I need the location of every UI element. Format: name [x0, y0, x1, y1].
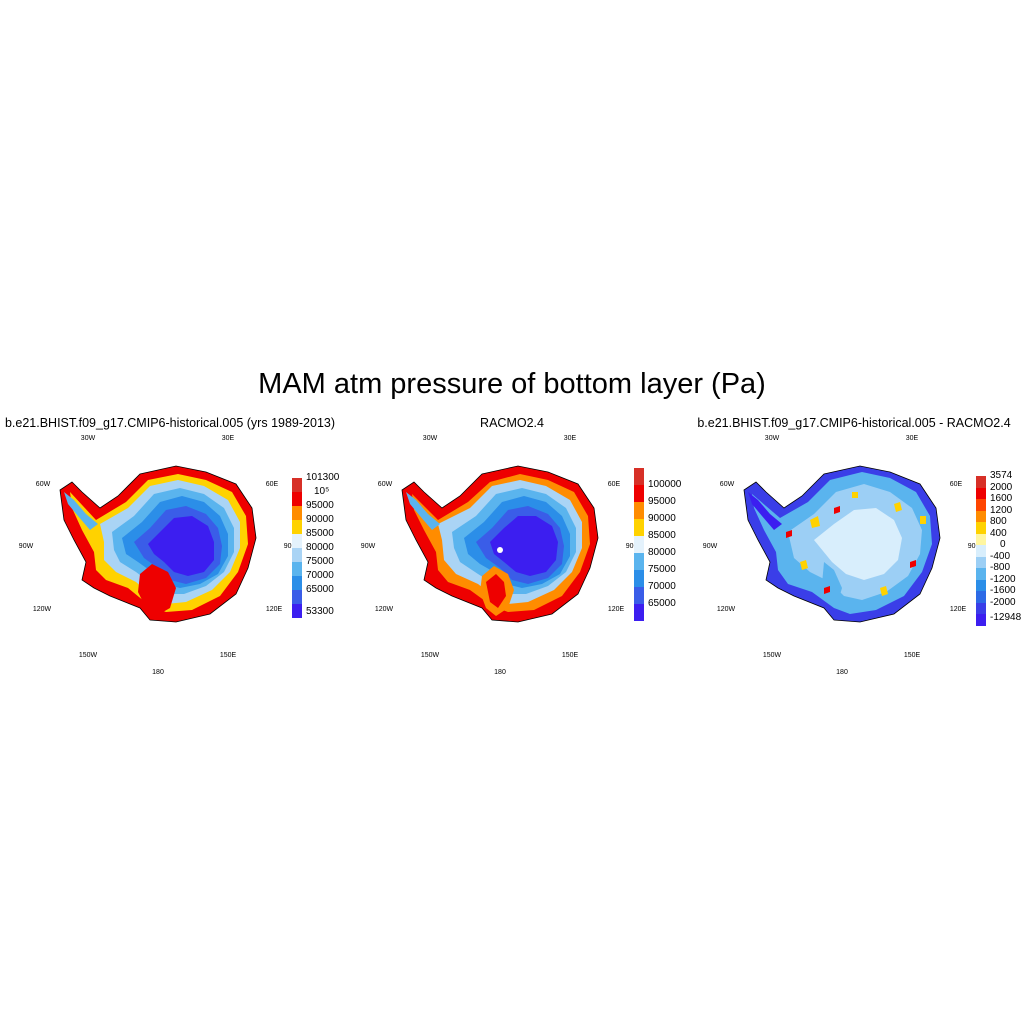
- coastline: [59, 465, 257, 623]
- colorbar-label: 0: [1000, 539, 1006, 550]
- lon-label-180: 180: [152, 669, 164, 676]
- figure-title: MAM atm pressure of bottom layer (Pa): [258, 368, 766, 400]
- map-shading: [60, 466, 256, 622]
- map-shading: [744, 466, 940, 622]
- colorbar-label: 10⁵: [314, 486, 330, 497]
- lon-label-90e: 90E: [626, 543, 639, 550]
- lon-label-60e: 60E: [950, 481, 963, 488]
- lon-label-150w: 150W: [421, 652, 440, 659]
- colorbar-label: 70000: [306, 570, 334, 581]
- lon-label-90e: 90E: [284, 543, 297, 550]
- colorbar-label: -1200: [990, 574, 1016, 585]
- panel-title: RACMO2.4: [480, 416, 544, 430]
- lon-label-60e: 60E: [608, 481, 621, 488]
- lon-label-60w: 60W: [36, 481, 51, 488]
- lon-label-150w: 150W: [763, 652, 782, 659]
- lon-label-180: 180: [836, 669, 848, 676]
- lon-label-150e: 150E: [220, 652, 237, 659]
- lon-label-30w: 30W: [765, 435, 780, 442]
- lon-label-150e: 150E: [562, 652, 579, 659]
- lon-label-30w: 30W: [81, 435, 96, 442]
- coastline: [401, 465, 599, 623]
- lon-label-90e: 90E: [968, 543, 981, 550]
- lon-label-90w: 90W: [703, 543, 718, 550]
- colorbar-label: -1600: [990, 585, 1016, 596]
- coastline: [743, 465, 941, 623]
- colorbar-label: 85000: [306, 528, 334, 539]
- lon-label-150w: 150W: [79, 652, 98, 659]
- map-panel-model: b.e21.BHIST.f09_g17.CMIP6-historical.005…: [0, 412, 340, 682]
- colorbar-label: 400: [990, 528, 1007, 539]
- colorbar-label: 800: [990, 516, 1007, 527]
- antarctica-map-racmo: 30W 30E 60W 60E 90W 90E 120W 120E 150W 1…: [361, 435, 639, 676]
- colorbar-label: 65000: [648, 598, 676, 609]
- lon-label-30e: 30E: [906, 435, 919, 442]
- colorbar-label: 80000: [648, 547, 676, 558]
- colorbar-label: -400: [990, 551, 1011, 562]
- lon-label-120e: 120E: [266, 606, 283, 613]
- colorbar-label: 95000: [306, 500, 334, 511]
- antarctica-map-difference: 30W 30E 60W 60E 90W 90E 120W 120E 150W 1…: [703, 435, 981, 676]
- lon-label-120e: 120E: [950, 606, 967, 613]
- colorbar-label: 70000: [648, 581, 676, 592]
- lon-label-60w: 60W: [378, 481, 393, 488]
- colorbar-label: 75000: [648, 564, 676, 575]
- colorbar-label: 1200: [990, 505, 1013, 516]
- antarctica-map-model: 30W 30E 60W 60E 90W 90E 120W 120E 150W 1…: [19, 435, 297, 676]
- colorbar-label: 95000: [648, 496, 676, 507]
- lon-label-150e: 150E: [904, 652, 921, 659]
- colorbar-label: -12948: [990, 612, 1022, 623]
- colorbar-label: -2000: [990, 597, 1016, 608]
- panel-title: b.e21.BHIST.f09_g17.CMIP6-historical.005…: [697, 416, 1011, 430]
- colorbar-label: 75000: [306, 556, 334, 567]
- lon-label-30w: 30W: [423, 435, 438, 442]
- colorbar-label: 90000: [648, 513, 676, 524]
- lon-label-60w: 60W: [720, 481, 735, 488]
- colorbar-label: -800: [990, 562, 1011, 573]
- lon-label-90w: 90W: [361, 543, 376, 550]
- lon-label-30e: 30E: [564, 435, 577, 442]
- lon-label-60e: 60E: [266, 481, 279, 488]
- colorbar-label: 53300: [306, 606, 334, 617]
- map-panel-racmo: RACMO2.4 30W 30E 60W 60E 90W 90E 120W 12…: [342, 412, 682, 682]
- colorbar-label: 85000: [648, 530, 676, 541]
- colorbar-label: 3574: [990, 470, 1013, 481]
- colorbar-label: 2000: [990, 482, 1013, 493]
- lon-label-120e: 120E: [608, 606, 625, 613]
- map-shading: [402, 466, 598, 622]
- lon-label-30e: 30E: [222, 435, 235, 442]
- colorbar-label: 1600: [990, 493, 1013, 504]
- lon-label-120w: 120W: [717, 606, 736, 613]
- colorbar-label: 65000: [306, 584, 334, 595]
- colorbar-label: 101300: [306, 472, 340, 483]
- lon-label-180: 180: [494, 669, 506, 676]
- panel-title: b.e21.BHIST.f09_g17.CMIP6-historical.005…: [4, 416, 336, 430]
- colorbar-label: 100000: [648, 479, 682, 490]
- colorbar-label: 90000: [306, 514, 334, 525]
- lon-label-90w: 90W: [19, 543, 34, 550]
- lon-label-120w: 120W: [33, 606, 52, 613]
- colorbar-label: 80000: [306, 542, 334, 553]
- lon-label-120w: 120W: [375, 606, 394, 613]
- map-panel-difference: b.e21.BHIST.f09_g17.CMIP6-historical.005…: [684, 412, 1024, 682]
